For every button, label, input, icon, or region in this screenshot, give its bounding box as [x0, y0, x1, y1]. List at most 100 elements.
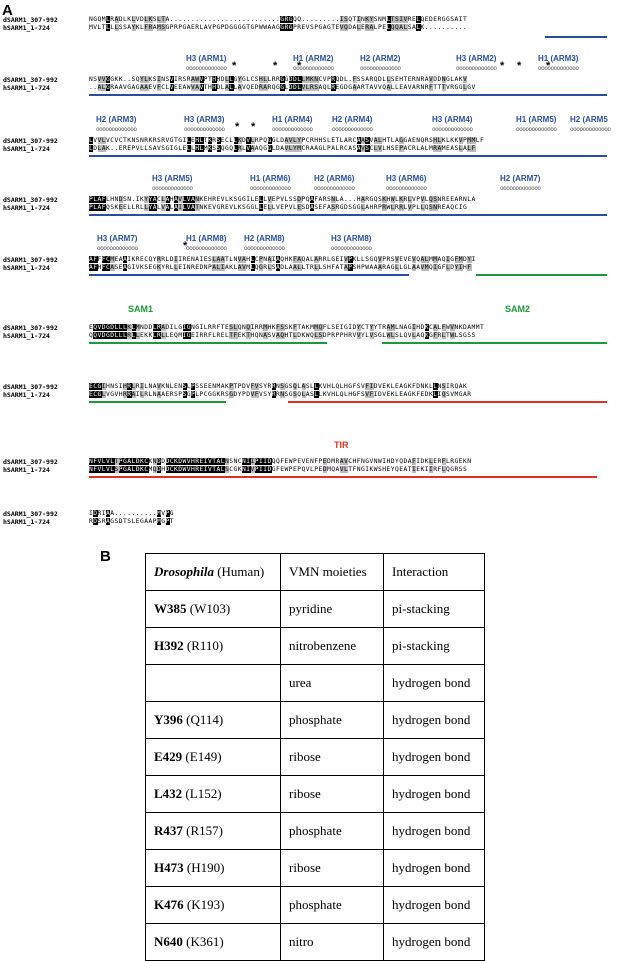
sequence-name: dSARM1_307-992: [3, 510, 58, 518]
sequence-name: hSARM1_1-724: [3, 24, 50, 32]
domain-underline-sam1: [89, 342, 327, 344]
sequence-row-human: hSARM1_1-724 NFVLVLSPGALDKCMQDHDCKDWVHREI…: [0, 466, 617, 474]
helix-label: H3 (ARM5): [152, 174, 193, 183]
sequence-name: hSARM1_1-724: [3, 518, 50, 526]
secondary-structure-annotation: H3 (ARM7) H1 (ARM8) H2 (ARM8) H3 (ARM8) …: [0, 234, 617, 256]
helix-coil-glyph: ooooooooooooo: [244, 245, 285, 252]
sequence-row-drosophila: dSARM1_307-992 LVVLVCVCTKNSNRKRSRVGTGILEH…: [0, 137, 617, 145]
sequence: NFVLVLSPGALDKCMQDHDCKDWVHREIVTALSCGKNIVP…: [89, 466, 468, 473]
helix-coil-glyph: ooooooooooooo: [184, 126, 225, 133]
helix-label: H3 (ARM6): [386, 174, 427, 183]
drosophila-residue: Y396: [154, 712, 183, 727]
moiety-cell: ribose: [280, 775, 384, 813]
sequence: AFHFCASEAGIVKSEGKYRLLEINREDNPALIAKLAVMLQ…: [89, 264, 472, 271]
alignment-block-5: H3 (ARM7) H1 (ARM8) H2 (ARM8) H3 (ARM8) …: [0, 234, 617, 276]
sequence-name: dSARM1_307-992: [3, 76, 58, 84]
table-row: H473 (H190) ribose hydrogen bond: [145, 849, 485, 887]
helix-coil-glyph: ooooooooooooo: [152, 185, 193, 192]
table-row: L432 (L152) ribose hydrogen bond: [145, 775, 485, 813]
key-residue-marker: *: [235, 121, 240, 133]
key-residue-marker: *: [546, 60, 551, 72]
residue-cell: E429 (E149): [145, 738, 281, 776]
key-residue-marker: *: [273, 60, 278, 72]
helix-coil-glyph: ooooooooooooo: [250, 185, 291, 192]
helix-coil-glyph: ooooooooooooo: [331, 245, 372, 252]
sequence-row-human: hSARM1_1-724 QQVDGDLLLRLLEKKLRLLEQMIGEIRR…: [0, 332, 617, 340]
helix-label: H3 (ARM4): [432, 115, 473, 124]
helix-label: H2 (ARM2): [360, 54, 401, 63]
sequence-row-drosophila: dSARM1_307-992 EQVDGDLLLKLMNDDLRADILGIGNG…: [0, 324, 617, 332]
table-header-cell: Drosophila (Human): [145, 553, 281, 591]
sequence-row-human: hSARM1_1-724 RDSRAGSDTSLEGAAPMGPT: [0, 518, 617, 526]
alignment-block-1: dSARM1_307-992 NGQMLRADLKLVDLKSLTA.......…: [0, 16, 617, 38]
table-row: K476 (K193) phosphate hydrogen bond: [145, 886, 485, 924]
domain-underline-arm: [89, 94, 607, 96]
helix-coil-glyph: ooooooooooooo: [570, 126, 611, 133]
panel-a-label: A: [2, 2, 13, 19]
domain-underline-arm: [89, 155, 607, 157]
interaction-cell: hydrogen bond: [383, 664, 485, 702]
sequence-name: dSARM1_307-992: [3, 137, 58, 145]
residue-cell: [145, 664, 281, 702]
domain-underline-sam: [476, 274, 607, 276]
interaction-cell: pi-stacking: [383, 590, 485, 628]
domain-annotation: SAM1 SAM2: [0, 302, 617, 324]
sequence-name: hSARM1_1-724: [3, 264, 50, 272]
helix-coil-glyph: ooooooooooooo: [516, 126, 557, 133]
helix-coil-glyph: ooooooooooooo: [186, 245, 227, 252]
drosophila-residue: H473: [154, 860, 184, 875]
residue-cell: N640 (K361): [145, 923, 281, 961]
sequence-row-human: hSARM1_1-724 LDLAK..EREPVLLSAVSGIGLELLHLM…: [0, 145, 617, 153]
helix-coil-glyph: ooooooooooooo: [360, 65, 401, 72]
domain-underline-sam2: [89, 401, 226, 403]
residue-cell: R437 (R157): [145, 812, 281, 850]
secondary-structure-annotation: H3 (ARM1) H1 (ARM2) H2 (ARM2) H3 (ARM2) …: [0, 54, 617, 76]
key-residue-marker: *: [232, 60, 237, 72]
sequence-name: hSARM1_1-724: [3, 332, 50, 340]
alignment-block-7: dSARM1_307-992 ECGIHNSIHRLRILNAVKNLENSLPS…: [0, 383, 617, 403]
moiety-cell: nitrobenzene: [280, 627, 384, 665]
sequence-row-drosophila: dSARM1_307-992 NSVVGGKK..SQYLKSINSVIRSRAW…: [0, 76, 617, 84]
human-residue: (R157): [186, 823, 223, 838]
sequence-row-human: hSARM1_1-724 AFHFCASEAGIVKSEGKYRLLEINREDN…: [0, 264, 617, 272]
sequence-name: dSARM1_307-992: [3, 383, 58, 391]
human-residue: (Q114): [186, 712, 224, 727]
alignment-block-9: dSARM1_307-992 IDRIAA..........MVPG hSARM…: [0, 510, 617, 526]
residue-cell: H473 (H190): [145, 849, 281, 887]
moiety-cell: urea: [280, 664, 384, 702]
sequence-name: dSARM1_307-992: [3, 256, 58, 264]
domain-underline-tir: [288, 401, 607, 403]
sequence: ECGIHNSIHRLRILNAVKNLENSLPSSEENMAKPTPDVFV…: [89, 383, 468, 390]
header-human: (Human): [217, 564, 265, 579]
domain-underline-sam2: [382, 342, 607, 344]
sequence-row-drosophila: dSARM1_307-992 NFVLVLTPGALDKCKNDDDCKDWVHR…: [0, 458, 617, 466]
moiety-cell: ribose: [280, 738, 384, 776]
sequence: NGQMLRADLKLVDLKSLTA.....................…: [89, 16, 468, 23]
key-residue-marker: *: [251, 121, 256, 133]
domain-label-sam2: SAM2: [505, 304, 531, 314]
interaction-cell: hydrogen bond: [383, 775, 485, 813]
table-row: H392 (R110) nitrobenzene pi-stacking: [145, 627, 485, 665]
sequence: NFVLVLTPGALDKCKNDDDCKDWVHREIVTALNSNCNIIP…: [89, 458, 472, 465]
human-residue: (W103): [189, 601, 231, 616]
helix-label: H2 (ARM5: [570, 115, 608, 124]
helix-coil-glyph: ooooooooooooo: [500, 185, 541, 192]
residue-cell: L432 (L152): [145, 775, 281, 813]
sequence: PLAFLHNDSN.IKYYACLAHAVLVANKEHREVLKSGGILE…: [89, 196, 476, 203]
residue-cell: Y396 (Q114): [145, 701, 281, 739]
helix-coil-glyph: ooooooooooooo: [314, 185, 355, 192]
sequence: QQVDGDLLLRLLEKKLRLLEQMIGEIRRFLRELTFEKTHQ…: [89, 332, 476, 339]
sequence-name: hSARM1_1-724: [3, 204, 50, 212]
domain-annotation: TIR: [0, 436, 617, 458]
drosophila-residue: E429: [154, 749, 183, 764]
helix-label: H3 (ARM2): [456, 54, 497, 63]
sequence-row-drosophila: dSARM1_307-992 PLAFLHNDSN.IKYYACLAHAVLVAN…: [0, 196, 617, 204]
drosophila-residue: L432: [154, 786, 183, 801]
residue-cell: H392 (R110): [145, 627, 281, 665]
sequence-row-human: hSARM1_1-724 MVLTLLLSSAYKLFRAMSGPRPGAERLA…: [0, 24, 617, 32]
helix-coil-glyph: ooooooooooooo: [97, 245, 138, 252]
helix-label: H1 (ARM8): [186, 234, 227, 243]
table-row: R437 (R157) phosphate hydrogen bond: [145, 812, 485, 850]
sequence: LVVLVCVCTKNSNRKRSRVGTGILEHLTKRSECLLKDVLR…: [89, 137, 485, 144]
helix-coil-glyph: ooooooooooooo: [432, 126, 473, 133]
